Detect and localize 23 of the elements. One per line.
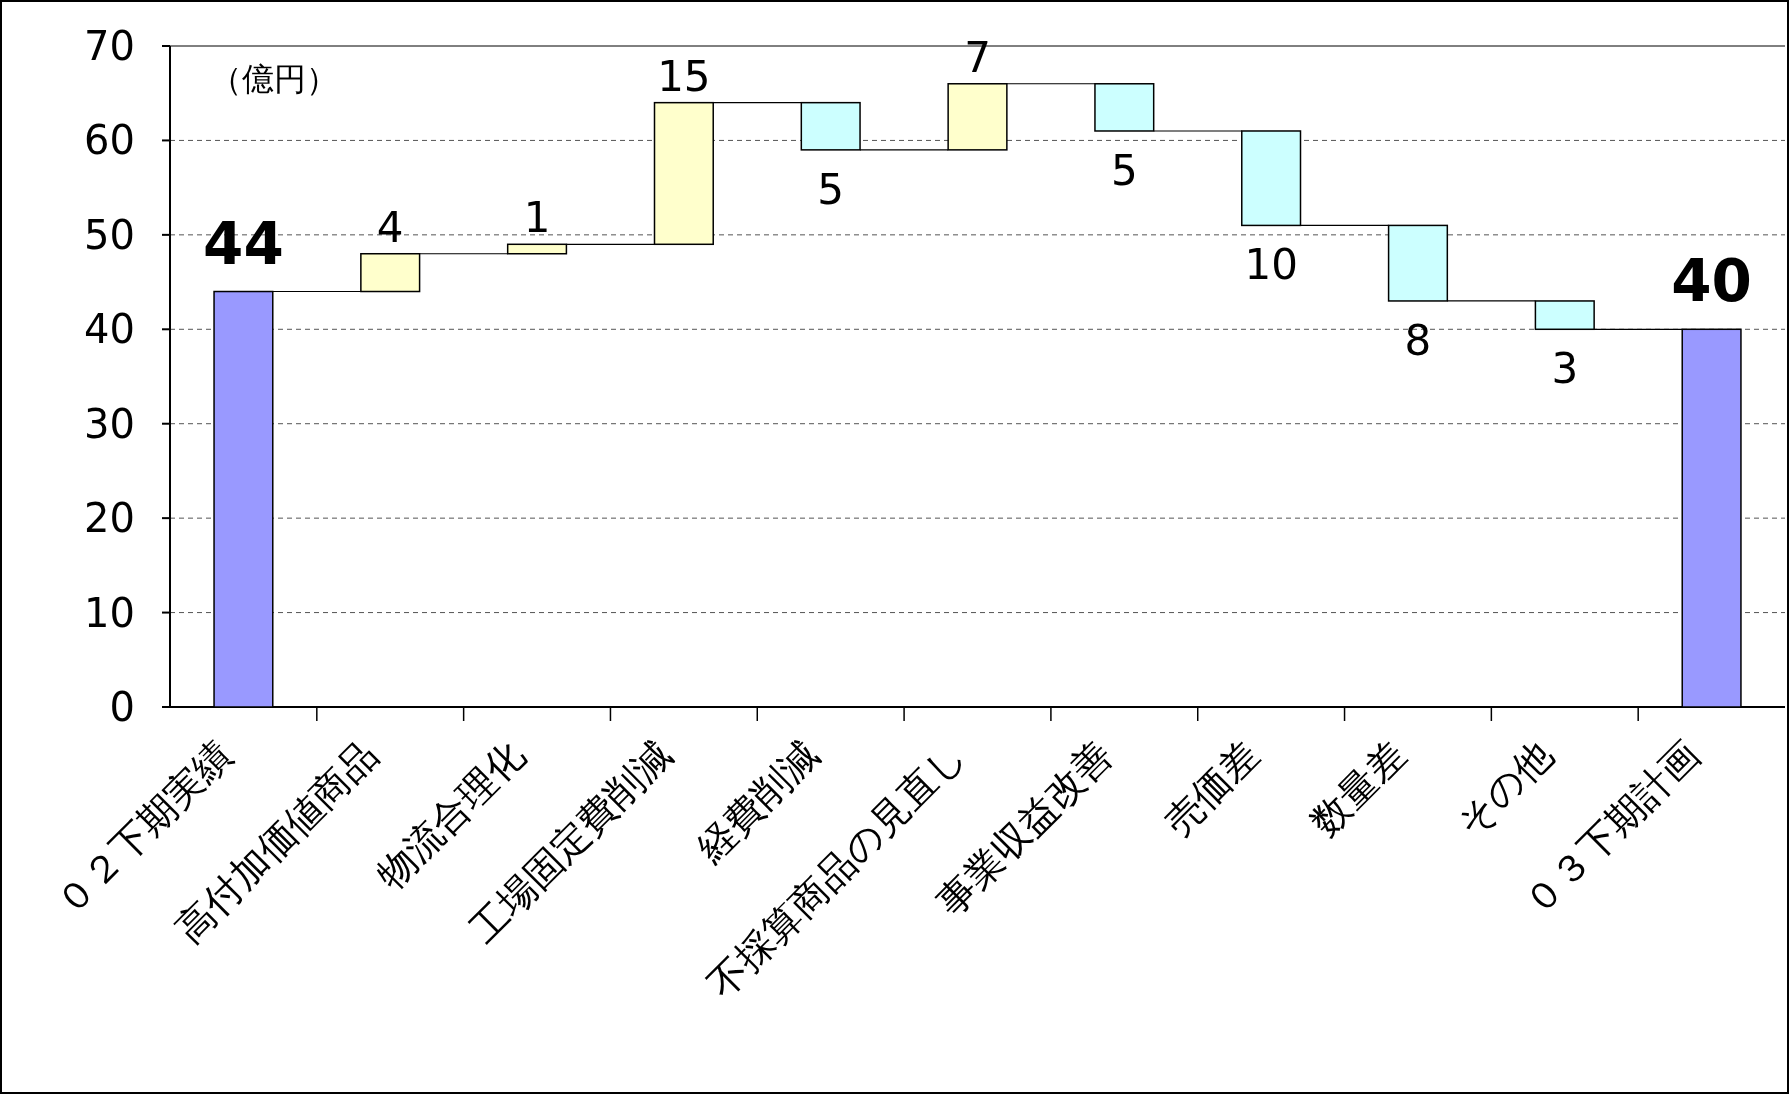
- y-tick-label: 60: [84, 117, 135, 164]
- data-label: 15: [657, 51, 711, 101]
- y-tick-label: 50: [84, 211, 135, 258]
- x-tick-label: 数量差: [1302, 732, 1415, 844]
- annotation: （億円）: [210, 60, 338, 98]
- y-tick-label: 0: [109, 684, 135, 730]
- y-tick-label: 20: [84, 495, 135, 542]
- y-tick-label: 40: [84, 306, 135, 353]
- data-label: 3: [1551, 344, 1579, 394]
- y-tick-label: 30: [84, 400, 135, 447]
- data-label: 5: [817, 164, 845, 214]
- x-tick-label: 売価差: [1155, 732, 1268, 844]
- data-label: 1: [523, 193, 551, 243]
- data-label: 7: [964, 32, 991, 82]
- y-tick-label: 10: [84, 589, 135, 636]
- data-label: 4: [376, 202, 404, 252]
- y-tick-label: 70: [84, 23, 135, 69]
- x-tick-label: その他: [1448, 732, 1562, 846]
- data-label: 40: [1671, 247, 1752, 316]
- data-label: 10: [1244, 240, 1298, 290]
- data-label: 44: [203, 209, 284, 278]
- data-label: 5: [1110, 145, 1138, 195]
- data-label: 8: [1404, 315, 1432, 365]
